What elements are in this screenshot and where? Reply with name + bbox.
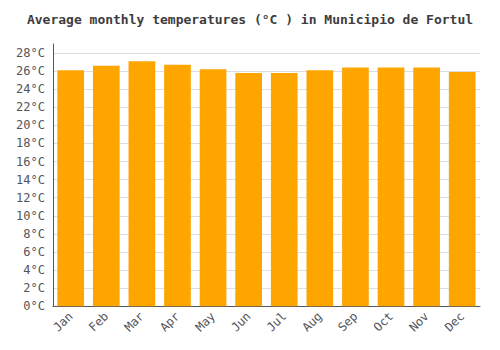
svg-text:Jul: Jul [264,309,289,334]
svg-text:Oct: Oct [371,309,396,334]
svg-text:May: May [193,309,218,334]
svg-text:4°C: 4°C [23,263,45,277]
svg-text:Mar: Mar [122,309,147,334]
svg-text:Jan: Jan [50,309,75,334]
svg-text:Average monthly temperatures (: Average monthly temperatures (°C ) in Mu… [27,12,473,27]
svg-text:12°C: 12°C [16,191,45,205]
svg-text:26°C: 26°C [16,64,45,78]
svg-text:24°C: 24°C [16,82,45,96]
svg-text:Jun: Jun [228,309,253,334]
svg-text:16°C: 16°C [16,155,45,169]
svg-text:20°C: 20°C [16,118,45,132]
svg-text:Sep: Sep [335,309,360,334]
svg-text:22°C: 22°C [16,100,45,114]
svg-text:18°C: 18°C [16,136,45,150]
svg-text:Apr: Apr [157,309,182,334]
svg-text:Nov: Nov [406,309,431,334]
svg-text:Aug: Aug [300,309,325,334]
svg-text:8°C: 8°C [23,227,45,241]
svg-text:Feb: Feb [86,309,111,334]
svg-text:10°C: 10°C [16,209,45,223]
svg-text:Dec: Dec [442,309,467,334]
svg-text:0°C: 0°C [23,299,45,313]
svg-text:6°C: 6°C [23,245,45,259]
svg-text:14°C: 14°C [16,173,45,187]
svg-text:2°C: 2°C [23,281,45,295]
svg-text:28°C: 28°C [16,46,45,60]
